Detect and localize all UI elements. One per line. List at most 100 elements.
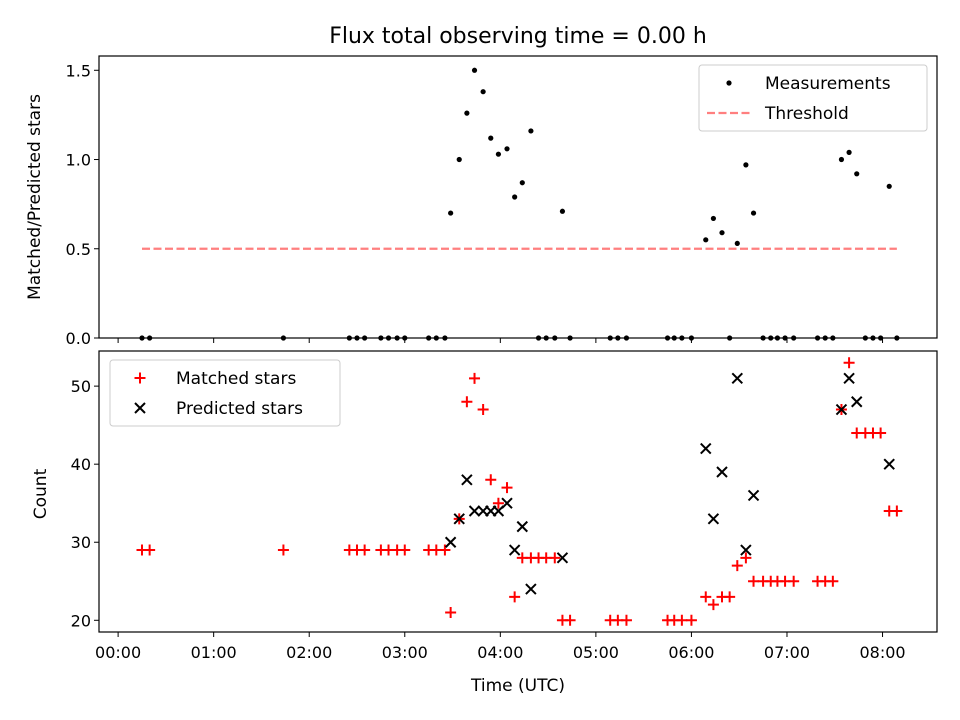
predicted-star-point (453, 513, 465, 525)
top-y-tick-label: 1.5 (66, 61, 91, 80)
measurement-point (703, 237, 709, 243)
matched-star-point (461, 396, 473, 408)
predicted-star-point (468, 505, 481, 517)
matched-star-point (676, 614, 688, 626)
legend-box (109, 359, 341, 427)
bottom-x-tick-label: 05:00 (573, 643, 619, 662)
matched-star-point (359, 544, 371, 556)
measurement-point (488, 135, 494, 141)
bottom-legend: Matched stars Predicted stars (109, 359, 341, 427)
matched-star-point (843, 357, 855, 369)
predicted-star-point (835, 403, 848, 416)
bottom-axes-frame (98, 350, 938, 633)
predicted-star-point (525, 583, 537, 595)
predicted-star-point (556, 552, 569, 564)
chart-title: Flux total observing time = 0.00 h (329, 24, 707, 49)
matched-star-point (144, 544, 156, 556)
measurement-point (719, 230, 725, 236)
matched-star-point (501, 482, 513, 494)
bottom-x-axis-label: Time (UTC) (470, 676, 565, 696)
top-y-tick-label: 0.0 (66, 329, 91, 348)
predicted-star-point (740, 544, 752, 556)
legend-label: Threshold (764, 104, 849, 124)
matched-star-point (492, 497, 504, 509)
top-axes-frame (98, 55, 938, 339)
predicted-star-point (444, 536, 457, 548)
top-y-tick-label: 0.5 (66, 240, 91, 259)
top-legend: Measurements Threshold (698, 64, 928, 132)
measurement-point (838, 156, 845, 163)
bottom-series-matched-stars (136, 357, 903, 626)
predicted-star-point (516, 520, 529, 533)
measurement-point (480, 89, 486, 95)
measurement-point (886, 183, 892, 189)
legend-label: Predicted stars (176, 399, 303, 419)
measurement-point (710, 215, 717, 222)
matched-star-point (891, 505, 903, 517)
measurement-point (471, 67, 478, 73)
predicted-star-point (843, 372, 855, 385)
matched-star-point (748, 575, 760, 587)
predicted-star-point (716, 466, 728, 478)
matched-star-point (740, 552, 752, 564)
matched-star-point (707, 599, 719, 611)
matched-star-point (549, 552, 561, 564)
measurement-point (464, 110, 470, 116)
matched-star-point (788, 575, 800, 587)
bottom-x-tick-label: 04:00 (477, 643, 523, 662)
matched-star-point (399, 544, 411, 556)
predicted-star-point (731, 372, 744, 385)
predicted-star-point (707, 513, 720, 525)
top-y-axis-label: Matched/Predicted stars (25, 94, 45, 300)
predicted-star-point (461, 474, 473, 486)
bottom-y-tick-label: 20 (71, 611, 91, 630)
matched-star-point (827, 575, 839, 587)
legend-matched-swatch (134, 372, 146, 384)
bottom-x-tick-label: 06:00 (668, 643, 714, 662)
measurement-point (495, 151, 502, 157)
matched-star-point (620, 614, 632, 626)
bottom-x-tick-label: 01:00 (191, 643, 237, 662)
predicted-star-point (700, 442, 712, 455)
measurement-point (448, 210, 454, 216)
matched-star-point (445, 606, 457, 618)
matched-star-point (700, 591, 712, 603)
measurement-point (519, 180, 525, 186)
matched-star-point (469, 372, 481, 384)
matched-star-point (477, 404, 489, 416)
matched-star-point (685, 614, 697, 626)
matched-star-point (875, 427, 887, 439)
matched-star-point (277, 544, 289, 556)
legend-measurements-swatch (726, 80, 732, 86)
measurement-point (743, 162, 749, 168)
predicted-star-point (747, 489, 760, 502)
matched-star-point (731, 560, 743, 572)
legend-box (698, 64, 928, 132)
legend-label: Matched stars (176, 369, 296, 389)
measurement-point (528, 128, 534, 134)
measurement-point (854, 171, 860, 177)
bottom-y-axis-label: Count (31, 468, 51, 519)
measurement-point (559, 208, 566, 214)
top-y-tick-label: 1.0 (66, 151, 91, 170)
predicted-star-point (883, 458, 895, 470)
measurement-point (750, 210, 757, 216)
predicted-star-point (501, 497, 513, 509)
bottom-x-tick-label: 00:00 (95, 643, 141, 662)
matched-star-point (724, 591, 736, 603)
measurement-point (846, 149, 852, 155)
predicted-star-point (508, 544, 521, 556)
bottom-x-tick-label: 07:00 (764, 643, 810, 662)
bottom-x-tick-label: 02:00 (286, 643, 332, 662)
bottom-x-tick-label: 03:00 (382, 643, 428, 662)
matched-star-point (564, 614, 576, 626)
top-panel: 0.0 0.5 1.0 1.5 Measurements Threshold (66, 55, 938, 348)
measurement-point (456, 156, 462, 163)
bottom-x-tick-label: 08:00 (859, 643, 905, 662)
measurement-point (734, 240, 740, 247)
matched-star-point (439, 544, 451, 556)
measurement-point (504, 146, 510, 152)
legend-predicted-swatch (134, 402, 146, 414)
measurement-point (512, 194, 518, 200)
